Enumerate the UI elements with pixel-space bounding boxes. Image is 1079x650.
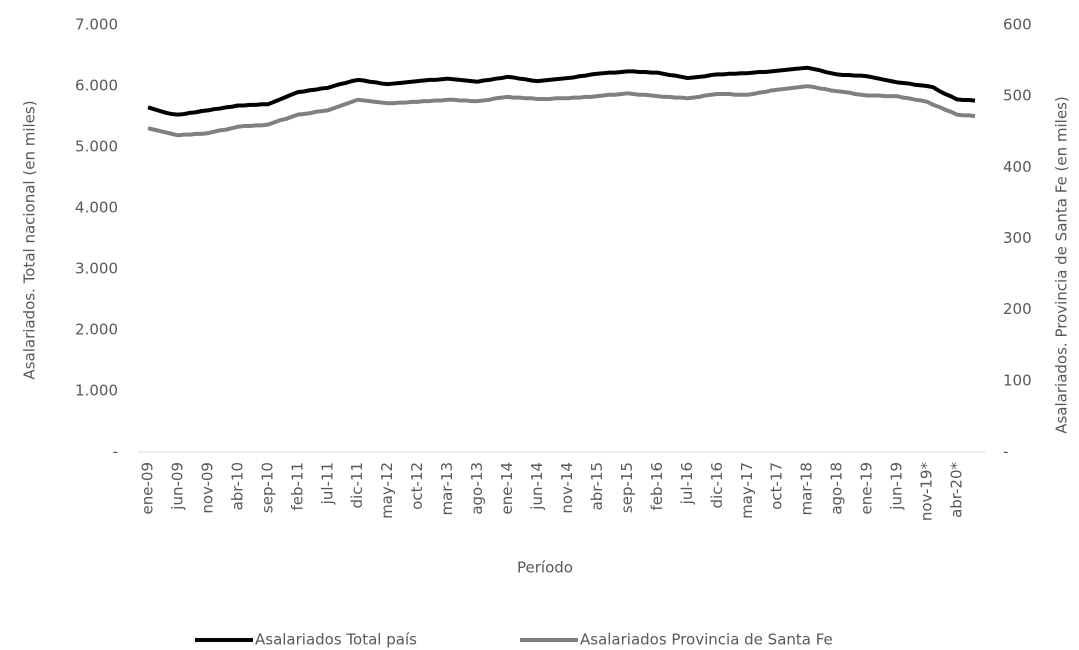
y-axis-title: Asalariados. Total nacional (en miles): [21, 100, 39, 379]
x-tick-label: mar-18: [798, 462, 816, 516]
y-tick-label: 2.000: [75, 321, 118, 339]
x-tick-label: jul-11: [318, 462, 336, 505]
y2-tick-label: 500: [1003, 87, 1032, 105]
series-line: [147, 84, 976, 138]
series-line: [147, 65, 976, 117]
x-tick-label: feb-16: [648, 462, 666, 511]
y-tick-label: -: [113, 443, 118, 461]
x-tick-label: mar-13: [438, 462, 456, 516]
x-tick-label: ene-19: [858, 462, 876, 514]
x-tick-label: oct-12: [408, 462, 426, 510]
y2-tick-label: 600: [1003, 16, 1032, 34]
y-tick-label: 5.000: [75, 138, 118, 156]
x-tick-label: dic-11: [348, 462, 366, 508]
x-tick-label: abr-10: [228, 462, 246, 510]
legend-label: Asalariados Total país: [255, 631, 417, 649]
x-tick-label: oct-17: [768, 462, 786, 510]
y2-tick-label: -: [1003, 443, 1008, 461]
x-tick-label: nov-14: [558, 462, 576, 514]
y-tick-label: 6.000: [75, 77, 118, 95]
y-tick-label: 7.000: [75, 16, 118, 34]
y-tick-label: 1.000: [75, 382, 118, 400]
y-tick-label: 4.000: [75, 199, 118, 217]
x-tick-label: nov-09: [198, 462, 216, 514]
y-tick-label: 3.000: [75, 260, 118, 278]
x-tick-label: jun-14: [528, 462, 546, 511]
x-tick-label: ene-14: [498, 462, 516, 514]
x-tick-label: sep-10: [258, 462, 276, 513]
x-tick-label: dic-16: [708, 462, 726, 508]
x-axis-title: Período: [517, 559, 573, 577]
y2-tick-label: 400: [1003, 158, 1032, 176]
x-tick-label: may-17: [738, 462, 756, 519]
y2-tick-label: 300: [1003, 229, 1032, 247]
x-tick-label: may-12: [378, 462, 396, 519]
x-tick-label: abr-15: [588, 462, 606, 510]
x-tick-label: jul-16: [678, 462, 696, 505]
y2-tick-label: 200: [1003, 300, 1032, 318]
x-tick-label: nov-19*: [918, 462, 936, 522]
x-tick-label: jun-09: [168, 462, 186, 511]
legend-label: Asalariados Provincia de Santa Fe: [580, 631, 833, 649]
x-tick-label: jun-19: [888, 462, 906, 511]
x-tick-label: feb-11: [288, 462, 306, 511]
y2-axis-title: Asalariados. Provincia de Santa Fe (en m…: [1053, 96, 1071, 434]
x-tick-label: sep-15: [618, 462, 636, 513]
y2-tick-label: 100: [1003, 371, 1032, 389]
x-tick-label: ene-09: [139, 462, 157, 514]
x-tick-label: ago-18: [828, 462, 846, 515]
x-tick-label: abr-20*: [948, 462, 966, 518]
x-tick-label: ago-13: [468, 462, 486, 515]
